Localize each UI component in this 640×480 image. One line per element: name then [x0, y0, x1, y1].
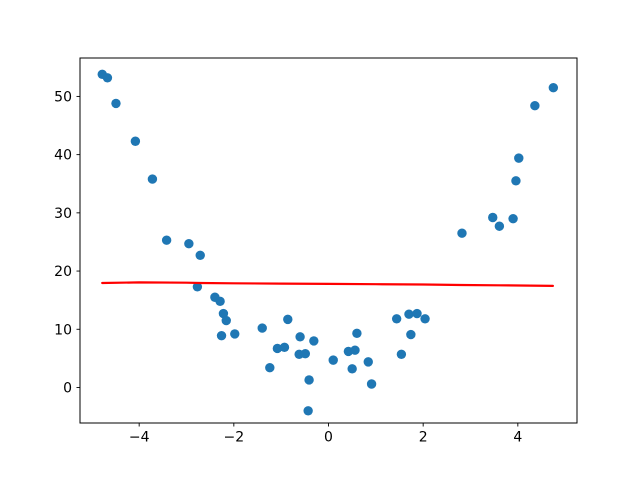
scatter-point [530, 101, 540, 111]
scatter-point [192, 282, 203, 292]
scatter-point [350, 345, 360, 355]
scatter-point [457, 228, 467, 238]
scatter-point [184, 239, 194, 249]
scatter-point [102, 73, 113, 83]
scatter-point [147, 174, 158, 184]
x-tick-label: 0 [324, 430, 333, 446]
scatter-point [300, 349, 311, 359]
scatter-point [279, 342, 290, 353]
x-tick-label: −2 [224, 430, 245, 446]
scatter-point [257, 323, 267, 333]
scatter-point [295, 332, 305, 342]
scatter-point [215, 296, 225, 307]
scatter-point [363, 357, 373, 367]
scatter-point [216, 330, 227, 341]
y-tick-label: 0 [63, 380, 72, 396]
y-tick-label: 40 [54, 148, 72, 164]
scatter-point [221, 315, 231, 326]
scatter-point [412, 308, 422, 319]
scatter-point [391, 314, 402, 324]
scatter-point [366, 379, 377, 389]
y-tick-label: 50 [54, 89, 72, 105]
regression-line [101, 281, 555, 287]
scatter-point [272, 343, 283, 354]
y-tick-label: 20 [54, 264, 72, 280]
scatter-point [488, 212, 498, 223]
x-tick-label: 4 [513, 430, 522, 446]
plot-area [79, 57, 578, 424]
scatter-point [303, 406, 313, 416]
scatter-point [396, 349, 407, 360]
y-tick-label: 10 [54, 322, 72, 338]
scatter-point [548, 82, 559, 93]
scatter-point [494, 221, 505, 231]
scatter-point [304, 375, 314, 385]
scatter-point [406, 329, 416, 340]
x-tick-label: −4 [129, 430, 150, 446]
scatter-point [111, 98, 121, 109]
scatter-point [514, 153, 524, 163]
scatter-point [404, 309, 414, 319]
scatter-point [283, 314, 293, 325]
y-tick-label: 30 [54, 206, 72, 222]
x-tick-label: 2 [419, 430, 428, 446]
scatter-point [130, 136, 141, 146]
scatter-point [265, 362, 275, 373]
scatter-point [511, 176, 521, 186]
scatter-point [195, 250, 205, 261]
scatter-point [347, 364, 357, 374]
scatter-point [352, 328, 362, 339]
scatter-point [420, 314, 430, 324]
scatter-point [508, 213, 518, 224]
scatter-point [328, 355, 338, 365]
scatter-point [230, 329, 240, 339]
scatter-point [161, 235, 172, 245]
scatter-point [309, 336, 319, 346]
